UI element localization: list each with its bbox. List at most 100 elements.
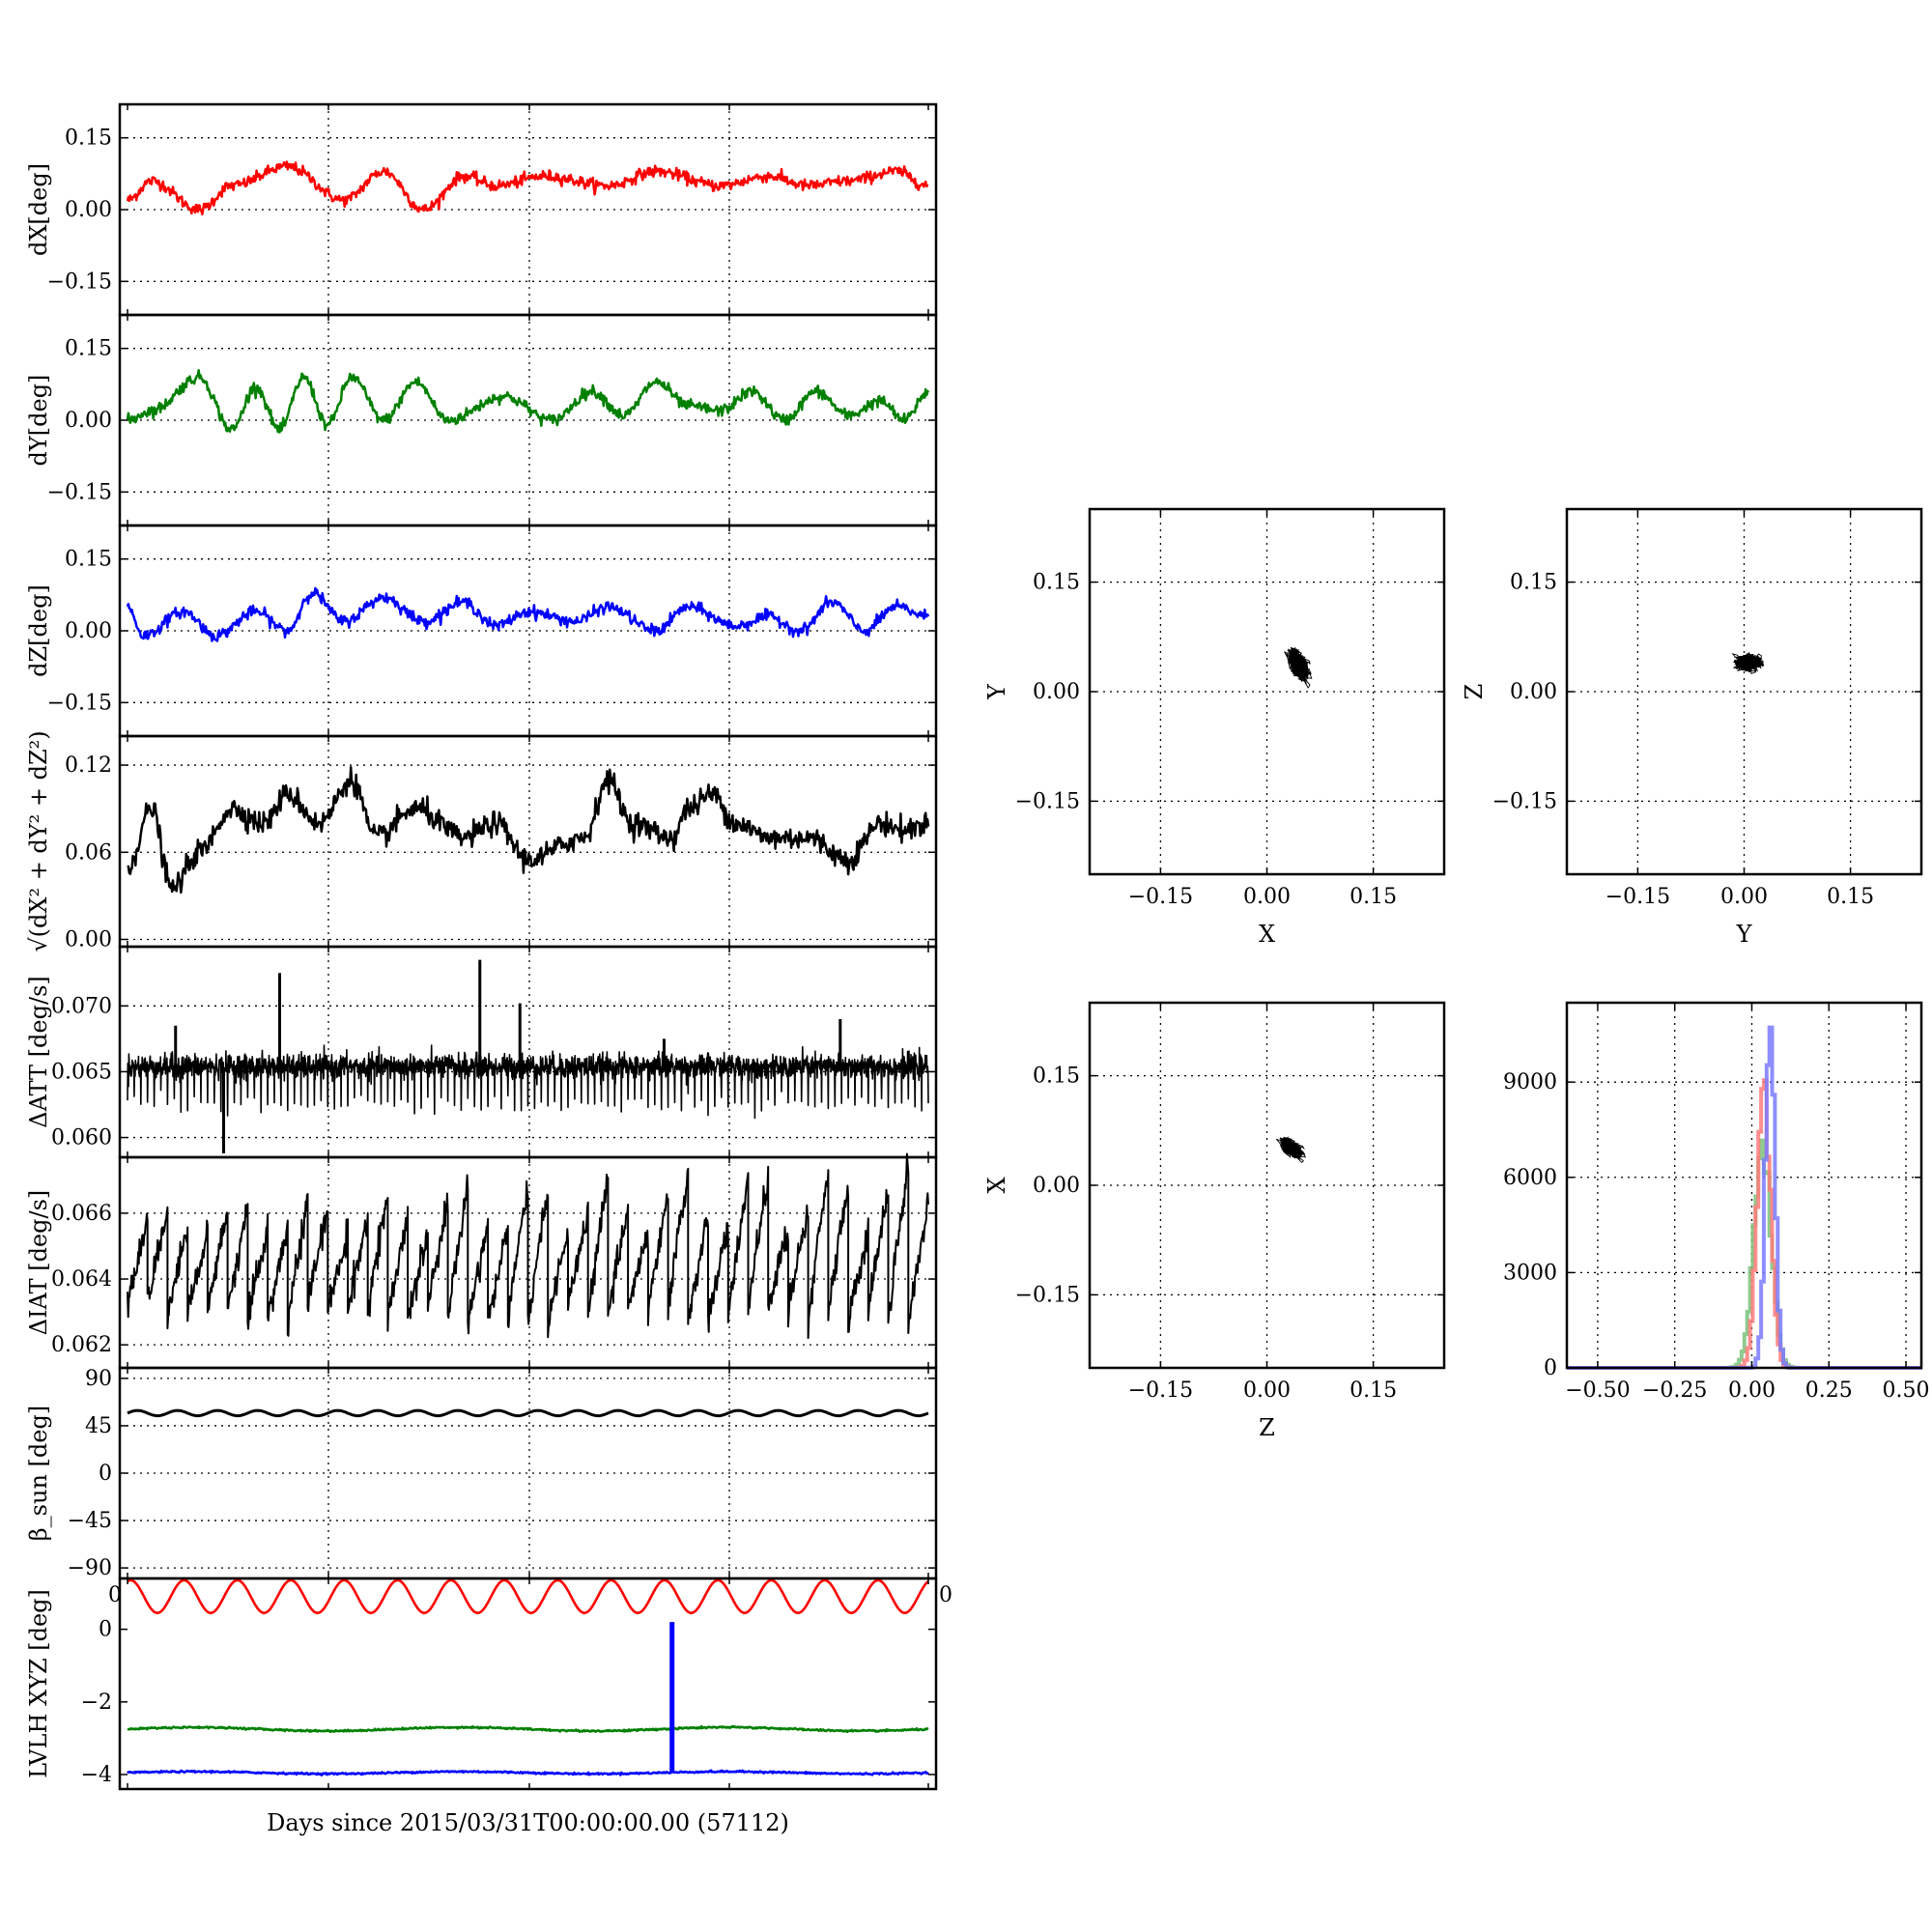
dr-plot-area: 0.12 0.06 0.00 [65,734,938,952]
histogram-plot-area: −0.50 −0.25 0.00 0.25 0.50 9000 6000 3000 0 [1503,1001,1930,1403]
ytick-label: 0.00 [1033,1174,1080,1198]
xtick-label: −0.25 [1642,1378,1707,1403]
series-line [126,586,930,642]
ytick-label: 0.00 [1033,680,1080,704]
xtick-label: 0.15 [1350,885,1397,909]
ytick-label: −0.15 [47,691,112,715]
ytick-label: 0.15 [1033,571,1080,595]
scatter-trace [1284,646,1313,689]
series-red [127,1578,929,1614]
ytick-label: 0 [99,1618,112,1642]
series-green [127,1724,929,1734]
xtick-label: 0.25 [1805,1378,1853,1403]
ytick-label: −4 [81,1763,112,1787]
ytick-label: −0.15 [47,270,112,294]
ytick-label: 0 [1544,1356,1557,1380]
xtick-label: 0.15 [1350,1378,1397,1403]
zx-xlabel: Z [1259,1414,1275,1441]
datt-ylabel: ΔATT [deg/s] [25,976,52,1128]
ytick-label: 0.00 [65,409,112,433]
series-line [127,1152,929,1340]
xtick-label: 0.50 [1883,1378,1930,1403]
frame [118,1577,938,1791]
panel-zx-scatter: −0.15 0.00 0.15 0.15 0.00 −0.15 Z X [983,1001,1446,1441]
yz-ylabel: Z [1461,684,1488,700]
lvlh-ylabel: LVLH XYZ [deg] [25,1589,52,1778]
xy-xlabel: X [1259,921,1275,948]
scatter-trace [1731,652,1765,674]
dz-ylabel: dZ[deg] [25,584,52,677]
xtick-label: 0.00 [1720,885,1768,909]
datt-plot-area: 0.070 0.065 0.060 [51,945,938,1159]
ytick-label: 0.064 [51,1267,112,1292]
series-line [127,765,930,895]
ytick-label: 0.066 [51,1202,112,1226]
ytick-label: 0.15 [65,337,112,361]
ytick-label: −2 [81,1690,112,1715]
scatter-trace [1275,1135,1307,1164]
xtick-label: −0.15 [1605,885,1670,909]
histogram-series-0 [1567,1138,1922,1370]
panel-dz: 0.15 0.00 −0.15 dZ[deg] [25,524,938,738]
zx-plot-area: −0.15 0.00 0.15 0.15 0.00 −0.15 [1015,1001,1446,1403]
ytick-label: 0 [99,1462,112,1486]
frame [118,945,938,1159]
panel-histogram: −0.50 −0.25 0.00 0.25 0.50 9000 6000 3000 0 [1503,1001,1930,1403]
dr-ylabel: √(dX² + dY² + dZ²) [25,730,52,952]
panel-dr: 0.12 0.06 0.00 √(dX² + dY² + dZ²) [25,730,938,952]
time-axis-label: Days since 2015/03/31T00:00:00.00 (57112… [267,1809,789,1836]
zx-ylabel: X [983,1177,1010,1193]
panel-yz-scatter: −0.15 0.00 0.15 0.15 0.00 −0.15 Y Z [1461,507,1923,948]
stray-tick-label-left: 0 [108,1583,122,1607]
dx-plot-area: 0.15 0.00 −0.15 [47,102,938,317]
yz-xlabel: Y [1736,921,1753,948]
ytick-label: 0.065 [51,1060,112,1084]
ytick-label: 0.060 [51,1126,112,1151]
ytick-label: −45 [68,1509,112,1533]
dy-ylabel: dY[deg] [25,375,52,467]
panel-dy: 0.15 0.00 −0.15 dY[deg] [25,313,938,527]
ytick-label: 0.070 [51,994,112,1018]
series-line [127,1408,929,1418]
ytick-label: −90 [68,1556,112,1580]
xtick-label: 0.15 [1827,885,1874,909]
ytick-label: 3000 [1503,1261,1557,1285]
panel-lvlh: 0 −2 −4 LVLH XYZ [deg] [25,1577,938,1791]
ytick-label: −0.15 [47,480,112,504]
ytick-label: 0.15 [65,548,112,572]
series-line [126,369,930,434]
ytick-label: 9000 [1503,1070,1557,1094]
ytick-label: 45 [85,1414,112,1438]
ytick-label: 90 [85,1367,112,1391]
ytick-label: 0.00 [65,198,112,222]
yz-plot-area: −0.15 0.00 0.15 0.15 0.00 −0.15 [1492,507,1923,909]
series-line [127,1044,929,1120]
xy-plot-area: −0.15 0.00 0.15 0.15 0.00 −0.15 [1015,507,1446,909]
ytick-label: 0.00 [1510,680,1557,704]
stray-tick-label-right: 0 [939,1583,952,1607]
diat-plot-area: 0.066 0.064 0.062 [51,1152,938,1370]
dy-plot-area: 0.15 0.00 −0.15 [47,313,938,527]
ytick-label: 0.062 [51,1333,112,1357]
ytick-label: 0.12 [65,753,112,778]
ytick-label: 0.15 [65,127,112,151]
series-blue [126,1769,930,1776]
histogram-series-2 [1567,1025,1922,1370]
dx-ylabel: dX[deg] [25,163,52,256]
xtick-label: 0.00 [1243,1378,1291,1403]
histogram-series-1 [1567,1078,1922,1370]
ytick-label: 0.15 [1510,571,1557,595]
series-line [126,160,929,215]
beta-ylabel: β_sun [deg] [25,1406,52,1541]
panel-diat: 0.066 0.064 0.062 ΔIAT [deg/s] [25,1152,938,1370]
panel-beta: 90 45 0 −45 −90 β_sun [deg] [25,1366,938,1580]
diat-ylabel: ΔIAT [deg/s] [25,1190,52,1336]
frame [1565,1001,1923,1370]
ytick-label: 0.06 [65,840,112,865]
lvlh-plot-area: 0 −2 −4 [81,1577,938,1791]
xtick-label: −0.15 [1128,1378,1193,1403]
xtick-label: 0.00 [1728,1378,1776,1403]
panel-xy-scatter: −0.15 0.00 0.15 0.15 0.00 −0.15 X Y [983,507,1446,948]
beta-plot-area: 90 45 0 −45 −90 [68,1366,938,1580]
